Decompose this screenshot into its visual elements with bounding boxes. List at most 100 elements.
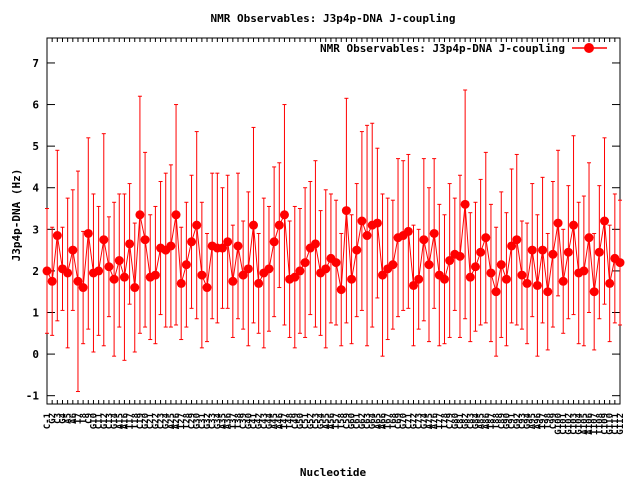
data-point	[517, 270, 527, 280]
data-point	[548, 249, 558, 259]
data-point	[264, 264, 274, 274]
data-point	[589, 287, 599, 297]
data-point	[372, 218, 382, 228]
x-tick-label: G10	[89, 413, 99, 429]
data-point	[414, 274, 424, 284]
x-tick-label: A55	[322, 413, 332, 429]
data-point	[455, 251, 465, 261]
x-tick-label: T58	[337, 413, 347, 429]
x-tick-label: C-1	[43, 413, 53, 429]
data-point	[476, 247, 486, 257]
x-tick-label: A106	[585, 413, 595, 435]
x-tick-label: C23	[157, 413, 167, 429]
x-tick-label: G30	[193, 413, 203, 429]
data-point	[243, 264, 253, 274]
data-point	[171, 210, 181, 220]
x-tick-label: C89	[497, 413, 507, 429]
x-tick-label: G24	[162, 412, 172, 429]
x-tick-label: T27	[177, 413, 187, 429]
y-tick-label: 0	[32, 348, 39, 361]
y-tick-label: 4	[32, 182, 39, 195]
data-point	[563, 247, 573, 257]
x-tick-label: T108	[595, 413, 605, 435]
x-tick-label: C63	[363, 413, 373, 429]
data-point	[465, 272, 475, 282]
data-point	[119, 272, 129, 282]
x-tick-label: A56	[327, 413, 337, 429]
x-tick-label: C33	[208, 413, 218, 429]
x-tick-label: T28	[182, 413, 192, 429]
x-tick-label: A25	[167, 413, 177, 429]
data-point	[486, 268, 496, 278]
data-point	[78, 283, 88, 293]
data-point	[135, 210, 145, 220]
x-tick-label: G92	[513, 413, 523, 429]
x-tick-label: C51	[301, 413, 311, 429]
x-tick-label: T88	[492, 413, 502, 429]
x-tick-label: G32	[203, 413, 213, 429]
data-point	[279, 210, 289, 220]
x-tick-label: G20	[141, 413, 151, 429]
data-point	[403, 226, 413, 236]
x-tick-label: T37	[229, 413, 239, 429]
data-point	[569, 220, 579, 230]
data-point	[460, 199, 470, 209]
data-point	[295, 266, 305, 276]
data-point	[439, 274, 449, 284]
y-tick-label: 7	[32, 57, 39, 70]
x-tick-label: C111	[611, 413, 621, 435]
x-tick-label: C53	[311, 413, 321, 429]
x-tick-label: C101	[559, 413, 569, 435]
data-point	[388, 260, 398, 270]
x-tick-label: A5	[64, 413, 74, 424]
data-point	[254, 278, 264, 288]
x-tick-label: C9	[84, 413, 94, 424]
data-point	[228, 276, 238, 286]
data-point	[496, 260, 506, 270]
x-tick-label: G102	[564, 413, 574, 435]
data-point	[166, 241, 176, 251]
data-point	[594, 247, 604, 257]
data-point	[83, 228, 93, 238]
x-tick-label: G4	[58, 412, 68, 423]
x-tick-label: G42	[255, 413, 265, 429]
x-tick-label: T67	[384, 413, 394, 429]
x-tick-label: T57	[332, 413, 342, 429]
x-tick-label: G104	[575, 412, 585, 434]
x-tick-label: C13	[105, 413, 115, 429]
x-tick-label: A86	[482, 413, 492, 429]
x-tick-label: A76	[430, 413, 440, 429]
data-point	[248, 220, 258, 230]
x-tick-label: G60	[348, 413, 358, 429]
data-point	[481, 233, 491, 243]
data-point	[181, 260, 191, 270]
y-tick-label: 1	[32, 307, 39, 320]
data-point	[558, 276, 568, 286]
data-point	[512, 235, 522, 245]
data-point	[362, 231, 372, 241]
legend-marker	[584, 43, 594, 53]
x-tick-label: A66	[379, 413, 389, 429]
x-tick-label: A36	[224, 413, 234, 429]
data-point	[42, 266, 52, 276]
data-point	[538, 245, 548, 255]
x-tick-label: T8	[79, 413, 89, 424]
x-tick-label: C11	[95, 413, 105, 429]
x-tick-label: G110	[606, 413, 616, 435]
data-point	[419, 235, 429, 245]
x-tick-label: G84	[471, 412, 481, 429]
data-point	[357, 216, 367, 226]
x-tick-label: T98	[544, 413, 554, 429]
x-tick-label: T77	[435, 413, 445, 429]
x-tick-label: G90	[502, 413, 512, 429]
x-tick-label: G54	[317, 412, 327, 429]
data-point	[187, 237, 197, 247]
data-point	[94, 266, 104, 276]
data-point	[501, 274, 511, 284]
data-point	[114, 256, 124, 266]
data-point	[300, 258, 310, 268]
x-tick-label: G62	[358, 413, 368, 429]
x-tick-label: C61	[353, 413, 363, 429]
data-point	[99, 235, 109, 245]
data-point	[68, 245, 78, 255]
